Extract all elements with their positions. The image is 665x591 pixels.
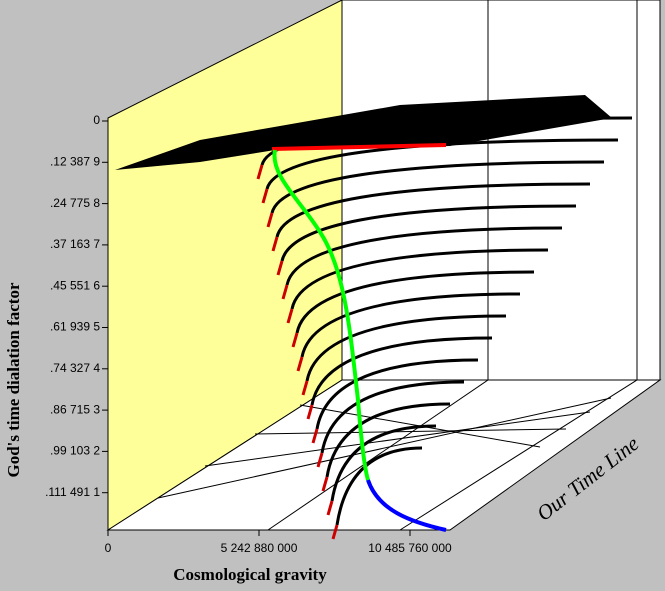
surface-line xyxy=(305,314,507,382)
y-axis-title: God's time dialation factor xyxy=(4,282,23,477)
y-tick-label: .61 939 5 xyxy=(50,320,100,334)
surface-line xyxy=(275,182,591,238)
surface-line xyxy=(270,160,605,214)
surface-line-red xyxy=(271,236,279,252)
x-tick-label: 5 242 880 000 xyxy=(221,541,298,555)
surface-line-red xyxy=(256,164,264,180)
surface-line-red xyxy=(316,452,324,468)
back-wall xyxy=(341,0,661,381)
surface-line xyxy=(285,226,563,286)
y-tick-label: 0 xyxy=(93,113,100,127)
surface-line-red xyxy=(311,428,319,444)
y-tick-label: .12 387 9 xyxy=(50,154,100,168)
path-green xyxy=(272,149,370,481)
surface-line-red xyxy=(296,356,304,372)
axes: 0 .12 387 9 .24 775 8 .37 163 7 .45 551 6 .61… xyxy=(45,113,452,555)
surface-line-red xyxy=(321,476,329,492)
surface-line-red xyxy=(306,404,314,420)
surface-line xyxy=(290,248,549,310)
y-tick-label: .99 103 2 xyxy=(50,444,100,458)
surface-line xyxy=(295,270,535,334)
surface-line-red xyxy=(266,212,274,228)
surface-line xyxy=(320,380,465,454)
path-red xyxy=(271,143,447,151)
surface-line xyxy=(300,292,521,358)
surface-line xyxy=(265,138,619,190)
surface-line-red xyxy=(291,332,299,348)
y-tick-label: .111 491 1 xyxy=(45,485,100,499)
surface-line-red xyxy=(331,524,339,540)
y-tick-label: .86 715 3 xyxy=(50,402,100,416)
surface-line-red xyxy=(261,188,269,204)
y-tick-label: .74 327 4 xyxy=(50,361,100,375)
surface-line-red xyxy=(286,308,294,324)
y-tick-label: .24 775 8 xyxy=(50,196,100,210)
x-axis-title: Cosmological gravity xyxy=(173,565,327,584)
surface-line-red xyxy=(301,380,309,396)
x-tick-label: 10 485 760 000 xyxy=(368,541,452,555)
surface-line-red xyxy=(326,500,334,516)
surface-line xyxy=(325,402,451,478)
surface-line-red xyxy=(276,260,284,276)
x-tick-label: 0 xyxy=(105,541,112,555)
surface-line xyxy=(315,358,479,430)
surface-line xyxy=(310,336,493,406)
y-tick-label: .37 163 7 xyxy=(50,237,100,251)
path-blue xyxy=(366,479,447,532)
y-tick-label: .45 551 6 xyxy=(50,278,100,292)
surface-line-red xyxy=(281,284,289,300)
surface-ridge xyxy=(115,95,612,170)
surface-line xyxy=(280,204,577,262)
